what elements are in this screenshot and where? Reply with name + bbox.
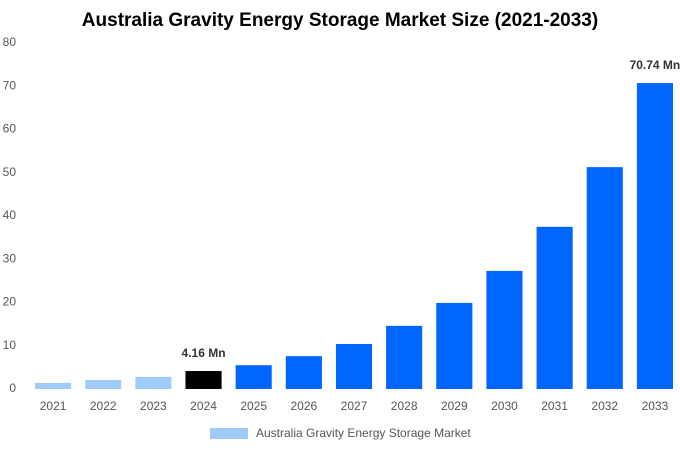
x-tick-label: 2030 (491, 399, 518, 413)
x-tick-label: 2024 (190, 399, 217, 413)
x-tick-label: 2027 (341, 399, 368, 413)
bar (185, 371, 222, 389)
y-tick-label: 10 (3, 338, 17, 352)
legend-label: Australia Gravity Energy Storage Market (256, 426, 471, 440)
value-label: 70.74 Mn (630, 58, 680, 72)
bar (436, 302, 473, 389)
y-tick-label: 60 (3, 122, 17, 136)
legend-swatch (210, 428, 248, 439)
bar (335, 344, 373, 389)
bar (85, 379, 122, 389)
y-tick-label: 50 (3, 165, 17, 179)
bar (536, 226, 573, 389)
bar (35, 382, 72, 389)
bar (386, 325, 423, 389)
x-tick-label: 2022 (90, 399, 117, 413)
x-tick-label: 2033 (642, 399, 669, 413)
x-tick-label: 2021 (40, 399, 67, 413)
x-tick-label: 2023 (140, 399, 167, 413)
y-tick-label: 80 (3, 35, 17, 49)
bar (636, 83, 673, 389)
bar (235, 365, 272, 389)
y-tick-label: 30 (3, 251, 17, 265)
bar (285, 356, 322, 389)
bar (486, 270, 523, 389)
bar (135, 376, 172, 389)
x-tick-label: 2031 (541, 399, 568, 413)
chart-title: Australia Gravity Energy Storage Market … (82, 10, 598, 31)
y-tick-label: 70 (3, 78, 17, 92)
x-tick-label: 2028 (391, 399, 418, 413)
x-tick-label: 2029 (441, 399, 468, 413)
x-tick-label: 2026 (290, 399, 317, 413)
value-label: 4.16 Mn (182, 346, 226, 360)
y-tick-label: 40 (3, 208, 17, 222)
y-tick-label: 20 (3, 295, 17, 309)
y-tick-label: 0 (9, 381, 16, 395)
x-tick-label: 2032 (591, 399, 618, 413)
x-tick-label: 2025 (240, 399, 267, 413)
bar (586, 167, 623, 389)
